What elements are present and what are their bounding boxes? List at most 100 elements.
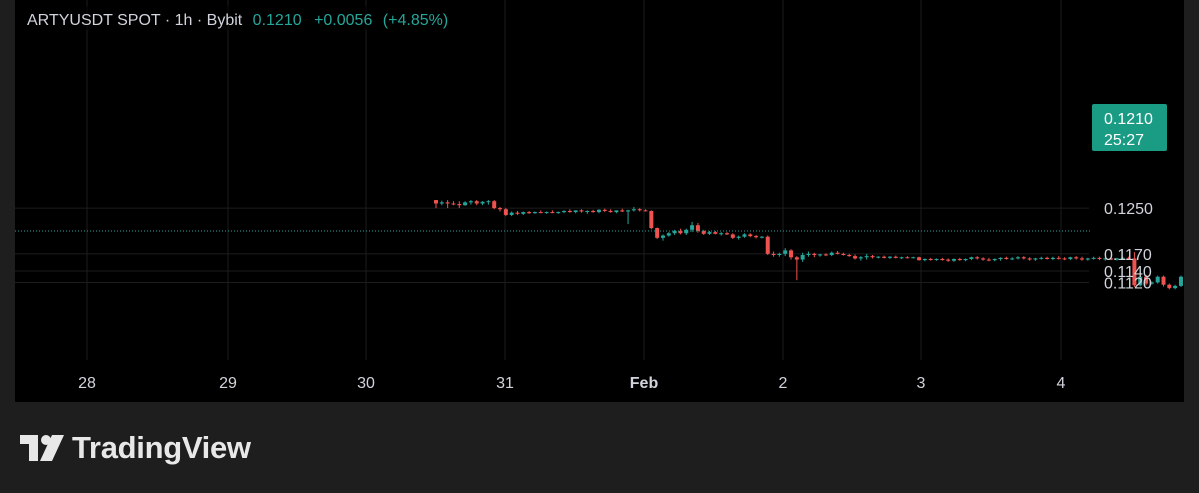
candle (917, 256, 922, 261)
candle (812, 252, 817, 258)
candle-body (882, 256, 887, 258)
candle (1155, 275, 1160, 284)
candle-body (620, 210, 625, 212)
candle-body (951, 258, 956, 261)
x-tick-label: 30 (357, 375, 375, 392)
candle-body (614, 210, 619, 213)
candle-body (1178, 276, 1183, 286)
candle-body (713, 232, 718, 234)
candle (882, 255, 887, 259)
candle-body (911, 257, 916, 259)
candle-body (1080, 258, 1085, 260)
candle (1085, 257, 1090, 261)
candle-body (794, 257, 799, 260)
candle-body (562, 210, 567, 213)
candle-body (783, 250, 788, 254)
candle-body (1033, 258, 1038, 260)
candle-body (719, 233, 724, 235)
candle-body (1010, 258, 1015, 260)
candle-body (1056, 257, 1061, 259)
candle (480, 201, 485, 206)
candle-body (998, 257, 1003, 259)
candle (614, 210, 619, 214)
candle-body (498, 208, 503, 210)
candle (498, 206, 503, 212)
candle (631, 206, 636, 212)
candle (573, 210, 578, 214)
candle (457, 201, 462, 209)
candle (1097, 256, 1102, 261)
candle-body (591, 210, 596, 213)
candle (509, 211, 514, 217)
candle-body (521, 212, 526, 214)
candle-body (608, 210, 613, 213)
candle-body (701, 230, 706, 234)
candle (1080, 256, 1085, 261)
candle-body (835, 252, 840, 254)
exchange-label: Bybit (207, 12, 243, 29)
candle (562, 210, 567, 214)
price-tag-box (1092, 104, 1167, 151)
candle (1004, 256, 1009, 260)
candle (1062, 257, 1067, 261)
candle (434, 200, 438, 209)
candle-body (742, 234, 747, 237)
candle (538, 210, 543, 214)
candle-body (986, 259, 991, 261)
candle-body (806, 253, 811, 255)
candle-body (899, 257, 904, 259)
candle (1167, 283, 1172, 290)
candle (858, 256, 863, 261)
candle-body (1126, 257, 1131, 259)
candle (998, 257, 1003, 261)
candle (864, 253, 869, 260)
candle-body (981, 258, 986, 260)
candle (789, 249, 794, 260)
candle-body (812, 253, 817, 255)
legend-change: +0.0056 (314, 12, 372, 29)
candle (1033, 257, 1038, 261)
candle-body (1155, 276, 1160, 283)
candle (486, 200, 491, 205)
brand-name: TradingView (72, 430, 251, 465)
candle (579, 209, 584, 213)
price-tag-value: 0.1210 (1104, 111, 1153, 128)
candle (492, 200, 497, 210)
candle (695, 222, 700, 233)
candle (1027, 257, 1032, 261)
candle (841, 252, 846, 256)
candle-body (841, 253, 846, 255)
candle-body (969, 257, 974, 259)
y-tick-label: 0.1250 (1104, 201, 1153, 218)
candle (503, 208, 508, 217)
price-tag-countdown: 25:27 (1104, 132, 1144, 149)
candle-body (550, 212, 555, 214)
svg-text:ARTYUSDT SPOT ·: ARTYUSDT SPOT · 1h · Bybit 0.1210 +0.005… (27, 12, 448, 29)
candle (870, 254, 875, 259)
candle-body (917, 257, 922, 261)
candle (451, 201, 456, 206)
candle (823, 253, 828, 257)
candle (445, 200, 450, 209)
x-tick-label: 28 (78, 375, 96, 392)
chart-area[interactable]: 0.1250 0.1170 0.1140 0.1120 28 29 30 31 Feb 2 3 4 … (15, 0, 1184, 402)
candle-body (893, 256, 898, 258)
candle (678, 228, 683, 235)
candle (876, 256, 881, 259)
candle-body (818, 254, 823, 256)
candle (439, 200, 444, 206)
candle-body (1039, 257, 1044, 259)
candle (1091, 256, 1096, 260)
candle-body (1138, 276, 1143, 286)
candle (550, 210, 555, 214)
candle (847, 253, 852, 257)
tradingview-logo[interactable]: TradingView (18, 430, 251, 466)
candle-body (876, 256, 881, 258)
candle (1021, 256, 1026, 260)
candle-body (556, 212, 561, 214)
candle (1103, 257, 1108, 261)
candle (474, 200, 479, 206)
candle (637, 208, 642, 212)
candle-body (975, 257, 980, 259)
